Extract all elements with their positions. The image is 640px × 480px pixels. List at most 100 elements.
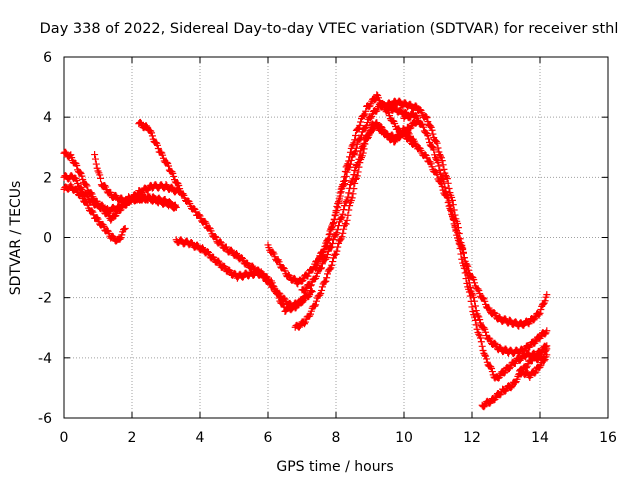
data-point (534, 310, 542, 318)
data-point (383, 129, 391, 137)
data-point (346, 148, 354, 156)
data-point (437, 152, 445, 160)
data-point (360, 139, 368, 147)
data-point (346, 184, 354, 192)
data-point (457, 250, 465, 258)
data-point (444, 179, 452, 187)
data-point (339, 210, 347, 218)
data-point (72, 185, 80, 193)
data-point (511, 359, 519, 367)
data-point (485, 334, 493, 342)
data-point (449, 201, 457, 209)
data-point (318, 283, 326, 291)
data-points (60, 91, 551, 411)
data-point (422, 112, 430, 120)
data-point (423, 114, 431, 122)
data-point (231, 269, 239, 277)
data-point (176, 185, 184, 193)
data-point (445, 197, 453, 205)
data-point (316, 291, 324, 299)
data-point (357, 118, 365, 126)
data-point (532, 368, 540, 376)
data-point (354, 125, 362, 133)
data-point (257, 268, 265, 276)
data-point (154, 141, 161, 149)
data-point (524, 319, 532, 327)
data-point (329, 219, 337, 227)
data-point (330, 251, 338, 259)
data-point (103, 226, 111, 234)
data-point (470, 276, 478, 284)
data-point (473, 325, 481, 333)
data-point (318, 252, 326, 260)
data-point (199, 244, 207, 252)
data-point (93, 214, 101, 222)
data-point (339, 229, 347, 237)
data-point (274, 291, 282, 299)
data-point (330, 215, 338, 223)
data-point (439, 161, 447, 169)
data-point (334, 204, 342, 212)
data-point (332, 230, 340, 238)
data-point (363, 122, 371, 130)
data-point (405, 113, 413, 121)
data-point (107, 189, 115, 197)
data-point (352, 132, 360, 140)
data-point (148, 129, 156, 137)
y-tick-label: 6 (43, 50, 52, 66)
data-point (469, 307, 477, 315)
data-point (481, 351, 489, 359)
data-point (76, 168, 84, 176)
data-point (539, 300, 547, 308)
data-point (120, 226, 127, 234)
data-point (456, 244, 464, 252)
y-tick-label: 4 (43, 110, 52, 126)
data-point (432, 138, 440, 146)
data-point (507, 384, 515, 392)
data-point (373, 91, 381, 99)
data-point (358, 131, 365, 139)
data-point (351, 136, 359, 144)
data-point (318, 286, 326, 294)
y-axis-label: SDTVAR / TECUs (8, 181, 24, 296)
data-point (466, 292, 474, 300)
data-point (416, 106, 424, 114)
data-point (412, 102, 420, 110)
data-point (249, 262, 257, 270)
data-point (91, 155, 99, 163)
data-point (73, 177, 81, 185)
data-point (83, 182, 91, 190)
data-point (480, 324, 488, 332)
data-point (511, 379, 519, 387)
data-point (324, 251, 331, 259)
data-point (362, 107, 370, 115)
data-point (472, 307, 480, 315)
data-point (520, 321, 528, 329)
data-point (536, 309, 544, 317)
data-point (109, 233, 117, 241)
y-tick-label: -6 (38, 411, 52, 427)
y-tick-label: -4 (38, 351, 52, 367)
data-point (201, 218, 209, 226)
data-point (501, 315, 509, 323)
data-point (222, 243, 230, 251)
data-point (314, 258, 322, 266)
data-point (349, 175, 357, 183)
data-point (480, 403, 488, 411)
data-point (345, 157, 353, 165)
data-point (340, 225, 348, 233)
data-point (163, 158, 171, 166)
data-point (496, 343, 504, 351)
data-point (438, 174, 446, 182)
data-point (329, 240, 337, 248)
chart-title: Day 338 of 2022, Sidereal Day-to-day VTE… (40, 21, 619, 37)
data-point (541, 330, 549, 338)
data-point (423, 154, 431, 162)
data-point (275, 294, 283, 302)
x-tick-label: 10 (395, 430, 413, 446)
data-point (500, 369, 508, 377)
data-point (307, 282, 314, 290)
data-point (204, 248, 212, 256)
x-tick-label: 2 (128, 430, 137, 446)
